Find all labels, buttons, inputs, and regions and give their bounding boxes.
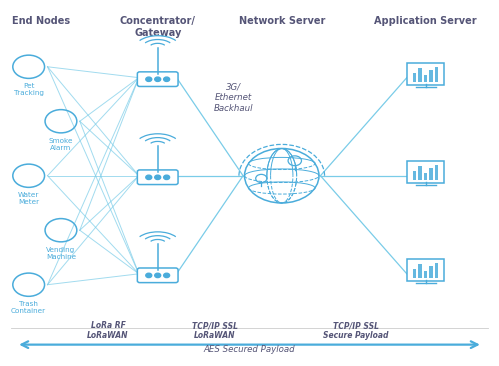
Circle shape: [146, 77, 152, 82]
FancyBboxPatch shape: [435, 67, 438, 82]
FancyBboxPatch shape: [424, 272, 428, 278]
FancyBboxPatch shape: [407, 259, 444, 281]
FancyBboxPatch shape: [407, 63, 444, 85]
Text: Smoke
Alarm: Smoke Alarm: [49, 138, 73, 150]
Text: AES Secured Payload: AES Secured Payload: [204, 346, 295, 354]
Text: LoRa RF
LoRaWAN: LoRa RF LoRaWAN: [87, 321, 129, 340]
FancyBboxPatch shape: [429, 266, 433, 278]
Circle shape: [164, 77, 170, 82]
FancyBboxPatch shape: [435, 165, 438, 180]
FancyBboxPatch shape: [429, 70, 433, 82]
FancyBboxPatch shape: [419, 68, 422, 82]
Text: End Nodes: End Nodes: [12, 16, 70, 26]
Text: 3G/
Ethernet
Backhaul: 3G/ Ethernet Backhaul: [214, 82, 253, 113]
FancyBboxPatch shape: [137, 170, 178, 184]
Circle shape: [155, 273, 161, 277]
Circle shape: [146, 175, 152, 179]
FancyBboxPatch shape: [413, 269, 417, 278]
Circle shape: [164, 273, 170, 277]
Text: TCP/IP SSL
LoRaWAN: TCP/IP SSL LoRaWAN: [192, 321, 238, 340]
FancyBboxPatch shape: [407, 161, 444, 183]
FancyBboxPatch shape: [424, 173, 428, 180]
FancyBboxPatch shape: [419, 166, 422, 180]
FancyBboxPatch shape: [413, 171, 417, 180]
Text: Concentrator/
Gateway: Concentrator/ Gateway: [120, 16, 196, 38]
FancyBboxPatch shape: [429, 168, 433, 180]
FancyBboxPatch shape: [137, 268, 178, 283]
Circle shape: [155, 77, 161, 82]
FancyBboxPatch shape: [413, 73, 417, 82]
FancyBboxPatch shape: [137, 72, 178, 86]
Circle shape: [146, 273, 152, 277]
Text: Vending
Machine: Vending Machine: [46, 247, 76, 259]
Text: Application Server: Application Server: [374, 16, 477, 26]
FancyBboxPatch shape: [435, 263, 438, 278]
Circle shape: [164, 175, 170, 179]
Text: Trash
Container: Trash Container: [11, 301, 46, 314]
FancyBboxPatch shape: [419, 264, 422, 278]
Text: Water
Meter: Water Meter: [18, 192, 39, 205]
Text: Network Server: Network Server: [239, 16, 325, 26]
Text: Pet
Tracking: Pet Tracking: [13, 83, 44, 96]
FancyBboxPatch shape: [424, 75, 428, 82]
Text: TCP/IP SSL
Secure Payload: TCP/IP SSL Secure Payload: [323, 321, 389, 340]
Circle shape: [155, 175, 161, 179]
